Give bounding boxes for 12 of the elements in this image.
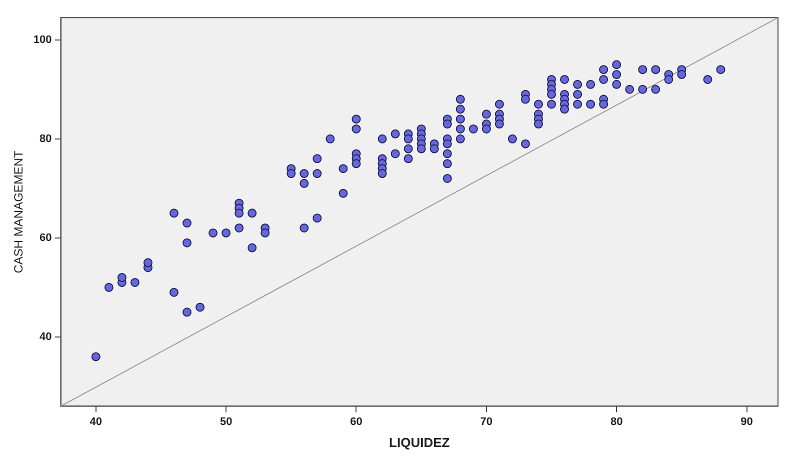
x-tick-label: 90: [740, 416, 753, 428]
x-tick-label: 40: [90, 416, 102, 428]
y-tick-label: 60: [40, 232, 52, 244]
x-axis-title: LIQUIDEZ: [389, 434, 450, 450]
x-tick-label: 60: [350, 416, 362, 428]
x-tick-label: 70: [480, 416, 493, 428]
y-tick-label: 40: [40, 330, 52, 343]
y-tick-label: 80: [40, 132, 52, 145]
x-tick-label: 50: [220, 416, 232, 428]
x-tick-label: 80: [610, 416, 623, 428]
y-axis-title: CASH MANAGEMENT: [12, 150, 26, 274]
y-tick-label: 100: [33, 34, 52, 46]
